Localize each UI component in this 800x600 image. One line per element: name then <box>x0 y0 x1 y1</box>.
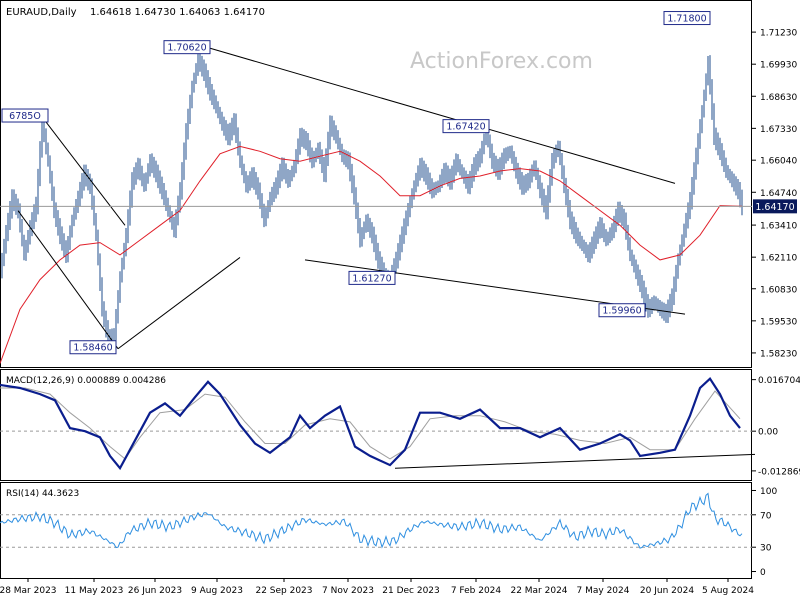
price-panel-frame <box>0 0 752 368</box>
rsi-y-tick-label: 30 <box>760 544 772 554</box>
price-bars <box>1 52 743 348</box>
price-label: 1.59960 <box>602 306 641 317</box>
y-tick-label: 1.62110 <box>760 254 797 264</box>
ohlc-values: 1.64618 1.64730 1.64063 1.64170 <box>90 7 265 18</box>
macd-line <box>0 377 741 471</box>
x-tick-label: 9 Aug 2023 <box>191 586 243 596</box>
macd-trendline <box>394 453 756 469</box>
price-label: 1.61270 <box>352 273 391 284</box>
signal-line <box>0 387 741 460</box>
macd-panel-frame <box>0 369 752 481</box>
chart-header: EURAUD,Daily 1.64618 1.64730 1.64063 1.6… <box>6 7 265 18</box>
x-tick-label: 11 May 2023 <box>65 586 124 596</box>
macd-title: MACD(12,26,9) 0.000889 0.004286 <box>6 376 166 386</box>
trendline <box>117 257 241 350</box>
price-label-box <box>663 11 711 26</box>
ma-line <box>0 145 743 364</box>
macd-y-axis: 0.016704 0.00 -0.012869 <box>752 376 800 477</box>
macd-y-tick-label: 0.016704 <box>758 376 800 386</box>
price-label-box <box>348 270 396 285</box>
rsi-path <box>0 492 743 549</box>
price-labels: 1.70620 1.71800 1.67420 1.61270 1.58460 1.599… <box>1 11 711 355</box>
y-tick-label: 1.63410 <box>760 222 797 232</box>
current-price-tag: 1.64170 <box>753 199 797 214</box>
price-label-box <box>69 340 117 355</box>
watermark: ActionForex.com <box>410 49 593 74</box>
macd-lines <box>0 377 756 471</box>
x-tick-label: 5 Aug 2024 <box>702 586 754 596</box>
y-tick-label: 1.66040 <box>760 157 797 167</box>
x-tick-label: 7 May 2024 <box>577 586 630 596</box>
symbol-label: EURAUD,Daily <box>6 7 77 18</box>
x-axis: 28 Mar 2023 11 May 2023 26 Jun 2023 9 Aug 2… <box>0 578 754 596</box>
y-tick-label: 1.68630 <box>760 93 797 103</box>
price-label-box <box>1 108 49 123</box>
price-label: 1.67420 <box>446 122 485 133</box>
price-label: 1.70620 <box>167 43 206 54</box>
y-tick-label: 1.67330 <box>760 125 797 135</box>
y-tick-label: 1.71230 <box>760 29 797 39</box>
rsi-y-tick-label: 0 <box>760 568 766 578</box>
y-tick-label: 1.58230 <box>760 349 797 359</box>
y-tick-label: 1.69930 <box>760 61 797 71</box>
y-tick-label: 1.60830 <box>760 285 797 295</box>
x-tick-label: 21 Dec 2023 <box>382 586 440 596</box>
trendline <box>207 47 676 184</box>
rsi-title: RSI(14) 44.3623 <box>6 489 79 499</box>
price-label: 1.71800 <box>667 14 706 25</box>
x-tick-label: 22 Mar 2024 <box>510 586 567 596</box>
current-price-text: 1.64170 <box>755 202 794 213</box>
x-tick-label: 7 Nov 2023 <box>322 586 374 596</box>
x-tick-label: 26 Jun 2023 <box>128 586 182 596</box>
rsi-line <box>0 492 743 549</box>
y-tick-label: 1.59530 <box>760 317 797 327</box>
macd-y-tick-label: -0.012869 <box>758 467 800 477</box>
macd-y-tick-label: 0.00 <box>758 428 778 438</box>
y-tick-label: 1.64740 <box>760 189 797 199</box>
moving-average <box>0 145 743 364</box>
price-y-axis: 1.71230 1.69930 1.68630 1.67330 1.66040 1.647… <box>752 29 797 359</box>
price-label: 6785O <box>9 111 41 122</box>
rsi-levels <box>0 514 752 548</box>
rsi-panel-frame <box>0 482 752 579</box>
price-label-box <box>442 119 490 134</box>
trendline <box>41 116 126 226</box>
x-tick-label: 22 Sep 2023 <box>255 586 312 596</box>
x-tick-label: 28 Mar 2023 <box>0 586 57 596</box>
rsi-y-tick-label: 70 <box>760 511 772 521</box>
rsi-y-tick-label: 100 <box>760 487 777 497</box>
price-label: 1.58460 <box>73 343 112 354</box>
price-label-box <box>163 40 211 55</box>
x-tick-label: 7 Feb 2024 <box>451 586 502 596</box>
rsi-y-axis: 100 70 30 0 <box>752 487 777 578</box>
trendline <box>17 210 119 350</box>
current-price-bg <box>753 199 797 214</box>
price-label-box <box>598 303 646 318</box>
x-tick-label: 20 Jun 2024 <box>640 586 694 596</box>
